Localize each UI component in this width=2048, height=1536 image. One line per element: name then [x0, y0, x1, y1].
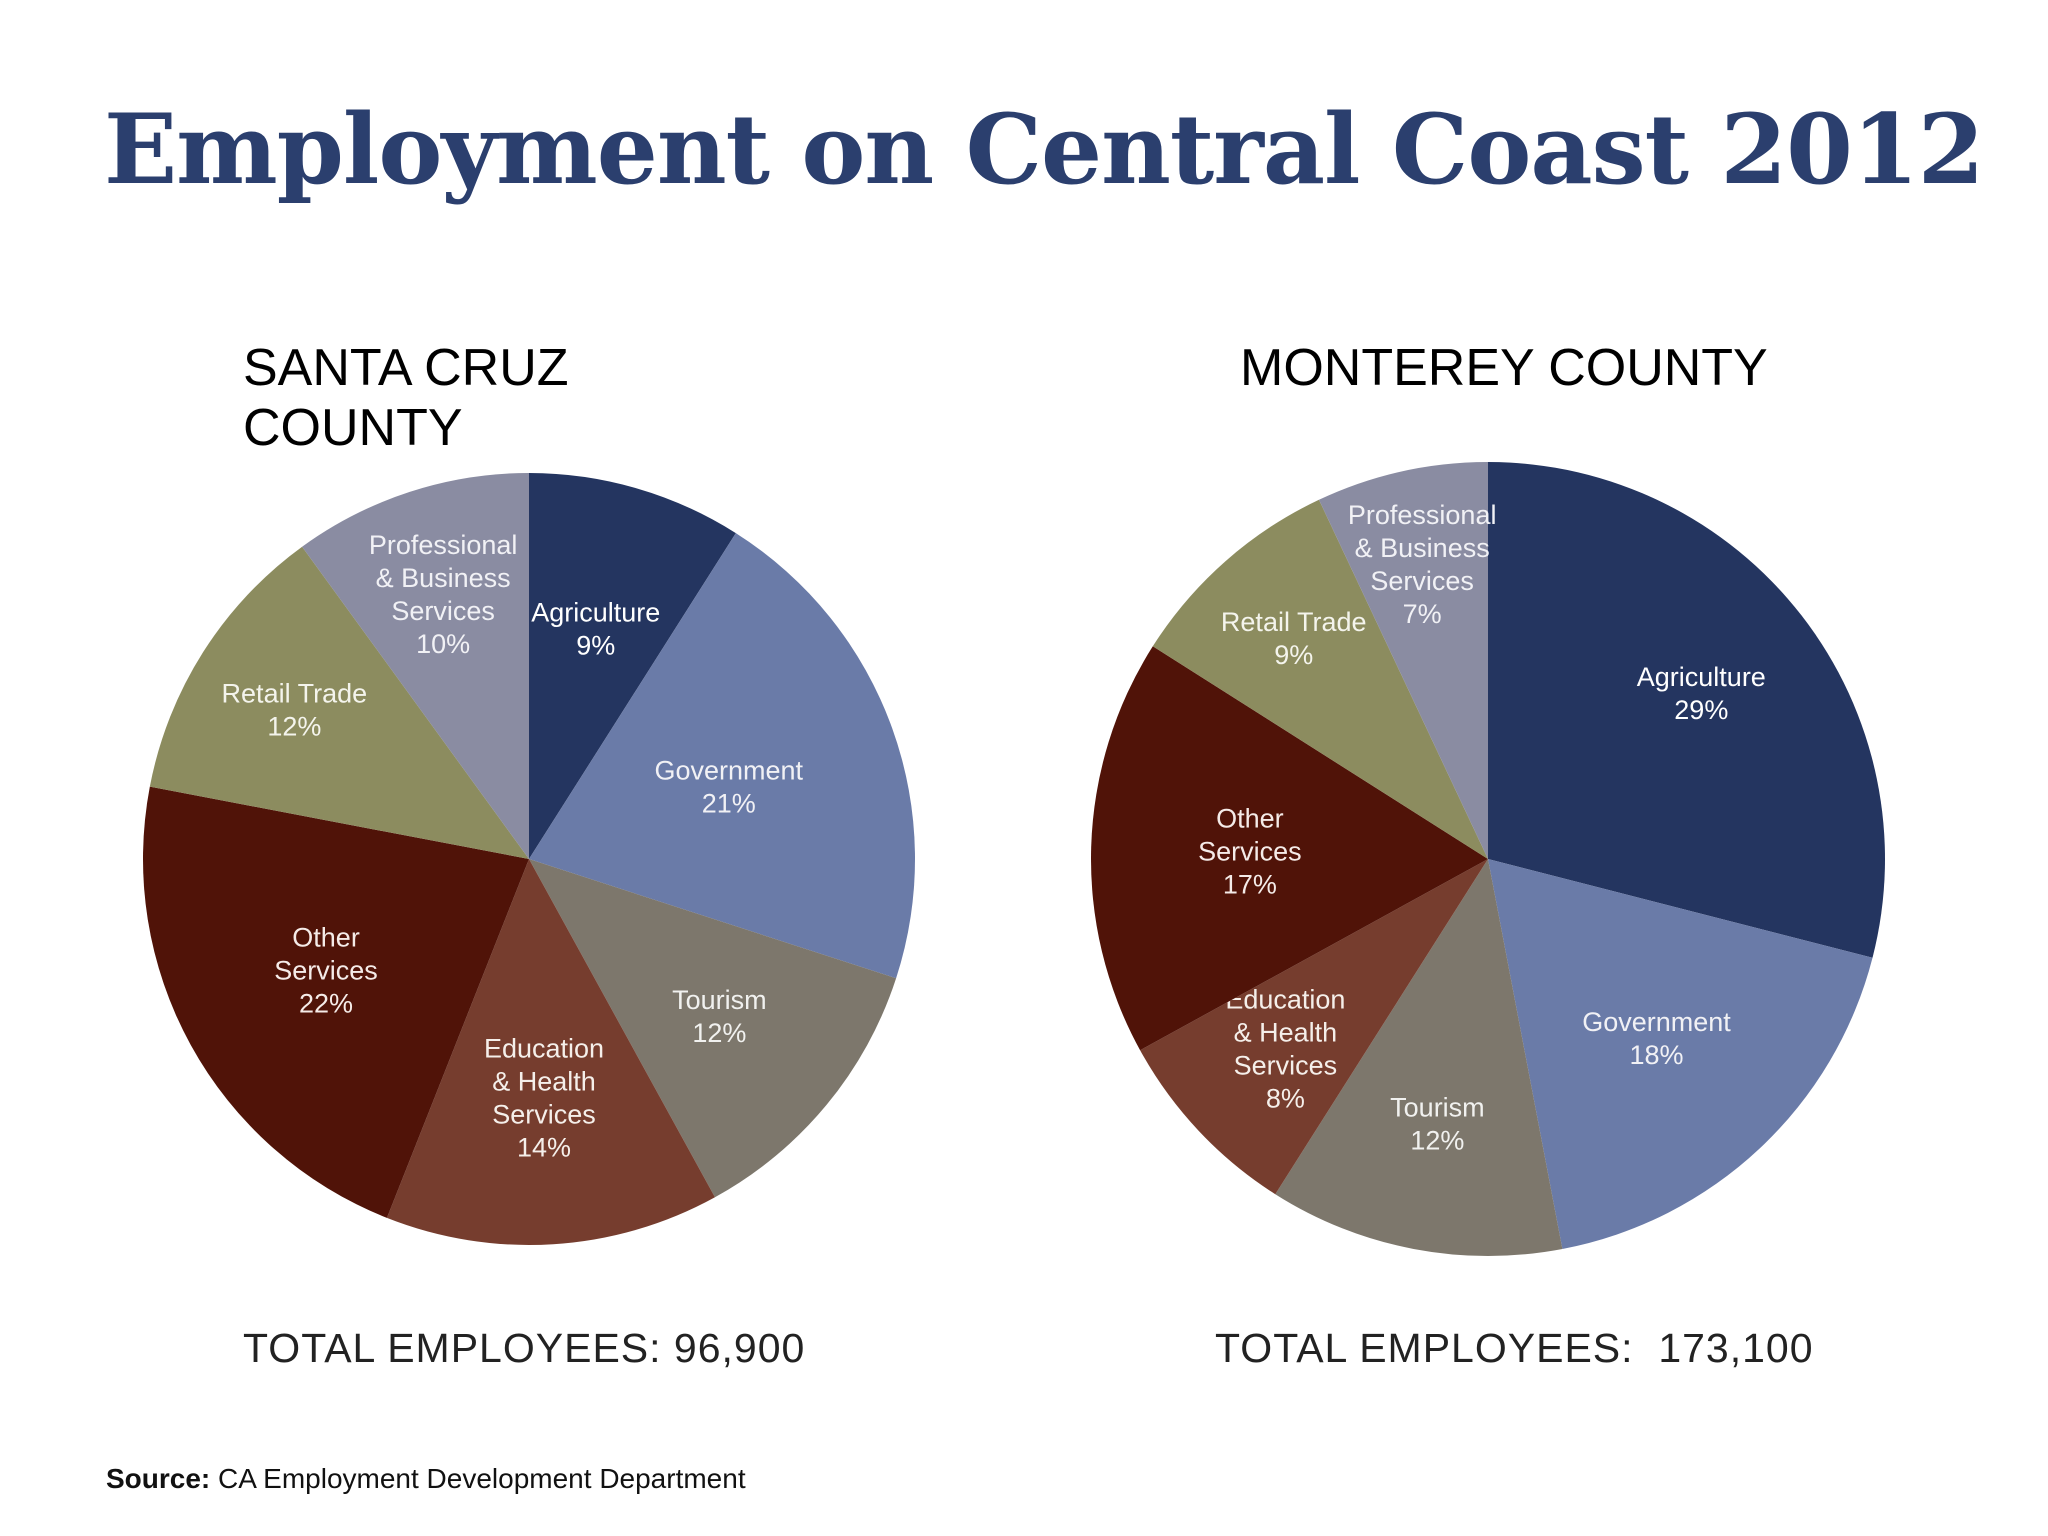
- slice-name: Tourism: [1390, 1093, 1485, 1123]
- slice-percent: 14%: [517, 1132, 571, 1162]
- pie-slice-other-services: [143, 786, 529, 1218]
- pie-slice-tourism: [529, 859, 897, 1198]
- slice-name: Government: [1582, 1007, 1731, 1037]
- pie-slice-education-health-services: [386, 859, 715, 1245]
- total-employees-santa-cruz: TOTAL EMPLOYEES: 96,900: [243, 1325, 806, 1371]
- page-title: Employment on Central Coast 2012: [104, 93, 1985, 206]
- slice-name: Government: [654, 756, 803, 786]
- chart-title-monterey: MONTEREY COUNTY: [1240, 338, 1768, 398]
- pie-slice-retail-trade: [149, 546, 529, 859]
- slice-label: Tourism 12%: [1390, 1093, 1485, 1156]
- slice-label: Education & Health Services 8%: [1225, 985, 1345, 1114]
- slice-name: Services: [274, 956, 378, 986]
- source-note: Source: CA Employment Development Depart…: [106, 1463, 746, 1495]
- slice-name: Services: [1370, 566, 1474, 596]
- slice-name: & Business: [1355, 533, 1490, 563]
- pie-slice-agriculture: [1488, 462, 1885, 958]
- slice-percent: 12%: [1410, 1126, 1464, 1156]
- pie-slice-retail-trade: [1152, 499, 1488, 859]
- slice-name: Agriculture: [1637, 662, 1766, 692]
- source-label: Source:: [106, 1463, 211, 1494]
- pie-slice-professional-business-services: [1318, 462, 1488, 859]
- chart-title-line: SANTA CRUZ: [243, 339, 569, 397]
- slice-label: Government 21%: [654, 756, 803, 819]
- slice-name: Services: [1198, 837, 1302, 867]
- slice-label: Agriculture 29%: [1637, 662, 1766, 725]
- pie-slice-government: [529, 533, 915, 979]
- slice-percent: 12%: [267, 712, 321, 742]
- slice-name: Professional: [1348, 500, 1497, 530]
- slice-label: Government 18%: [1582, 1007, 1731, 1070]
- slice-name: Services: [391, 596, 495, 626]
- slice-label: Professional & Business Services 7%: [1348, 500, 1497, 629]
- pie-slice-government: [1488, 859, 1873, 1249]
- pie-slice-agriculture: [529, 473, 736, 859]
- slice-label: Retail Trade 9%: [1221, 607, 1367, 670]
- slice-percent: 9%: [1274, 640, 1313, 670]
- pie-slice-education-health-services: [1140, 859, 1488, 1195]
- slice-name: Retail Trade: [222, 679, 368, 709]
- slice-percent: 18%: [1629, 1040, 1683, 1070]
- slice-label: Other Services 17%: [1198, 804, 1302, 900]
- slice-percent: 29%: [1674, 695, 1728, 725]
- slice-name: Agriculture: [531, 598, 660, 628]
- slice-name: & Health: [1234, 1018, 1338, 1048]
- slice-percent: 21%: [702, 789, 756, 819]
- slice-percent: 9%: [576, 631, 615, 661]
- slice-name: Retail Trade: [1221, 607, 1367, 637]
- pie-slice-professional-business-services: [302, 473, 529, 859]
- slice-label: Education & Health Services 14%: [484, 1033, 604, 1162]
- chart-title-santa-cruz: SANTA CRUZ COUNTY: [243, 338, 569, 458]
- source-text: CA Employment Development Department: [218, 1463, 746, 1494]
- slice-name: Services: [492, 1099, 596, 1129]
- slice-name: Other: [292, 923, 360, 953]
- slice-percent: 8%: [1266, 1084, 1305, 1114]
- pie-slice-other-services: [1090, 646, 1488, 1051]
- slice-percent: 22%: [299, 989, 353, 1019]
- chart-title-line: COUNTY: [243, 399, 463, 457]
- slice-label: Professional & Business Services 10%: [369, 530, 518, 659]
- slice-percent: 12%: [692, 1018, 746, 1048]
- slice-name: Tourism: [672, 985, 767, 1015]
- slice-name: & Business: [376, 563, 511, 593]
- slice-name: Services: [1234, 1051, 1338, 1081]
- slice-name: Education: [484, 1033, 604, 1063]
- slice-label: Agriculture 9%: [531, 598, 660, 661]
- total-employees-monterey: TOTAL EMPLOYEES: 173,100: [1215, 1325, 1814, 1371]
- slice-label: Other Services 22%: [274, 923, 378, 1019]
- slice-label: Retail Trade 12%: [222, 679, 368, 742]
- slice-name: Other: [1216, 804, 1284, 834]
- slice-label: Tourism 12%: [672, 985, 767, 1048]
- slice-percent: 7%: [1403, 599, 1442, 629]
- pie-slice-tourism: [1275, 859, 1563, 1256]
- slice-percent: 10%: [416, 629, 470, 659]
- slice-percent: 17%: [1223, 870, 1277, 900]
- slice-name: & Health: [492, 1066, 596, 1096]
- chart-title-line: MONTEREY COUNTY: [1240, 339, 1768, 397]
- slice-name: Professional: [369, 530, 518, 560]
